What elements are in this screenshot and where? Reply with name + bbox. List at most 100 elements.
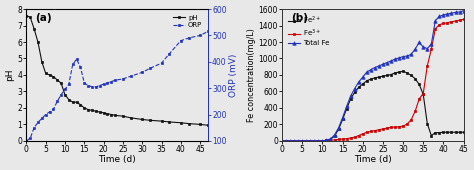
Fe$^{2+}$ — [384, 74, 390, 76]
Total Fe — [316, 140, 321, 142]
Total Fe — [283, 140, 289, 142]
ORP — [35, 121, 41, 123]
Fe$^{2+}$ — [292, 140, 297, 142]
Text: (a): (a) — [36, 13, 52, 23]
Fe$^{2+}$ — [461, 131, 466, 133]
Fe$^{3+}$ — [461, 18, 466, 20]
Fe$^{3+}$ — [279, 140, 285, 142]
pH — [178, 122, 184, 124]
Fe$^{3+}$ — [287, 140, 293, 142]
ORP — [55, 100, 60, 102]
Total Fe — [392, 58, 398, 60]
ORP — [97, 84, 102, 87]
pH — [31, 28, 37, 30]
Fe$^{2+}$ — [437, 132, 442, 134]
Fe$^{3+}$ — [360, 133, 365, 135]
ORP — [178, 40, 184, 42]
pH — [120, 115, 126, 117]
Fe$^{3+}$ — [400, 125, 406, 127]
Total Fe — [416, 41, 422, 44]
Fe$^{2+}$ — [380, 75, 386, 77]
ORP — [109, 81, 114, 83]
Total Fe — [456, 11, 462, 13]
Fe$^{3+}$ — [324, 139, 329, 141]
Total Fe — [372, 66, 378, 69]
ORP — [62, 88, 68, 90]
Fe$^{2+}$ — [448, 131, 454, 133]
Fe$^{3+}$ — [388, 126, 394, 128]
Fe$^{3+}$ — [456, 19, 462, 21]
Fe$^{3+}$ — [412, 110, 418, 112]
Total Fe — [428, 43, 434, 45]
ORP — [120, 78, 126, 80]
Y-axis label: pH: pH — [6, 69, 15, 81]
Total Fe — [437, 15, 442, 18]
Line: Fe$^{3+}$: Fe$^{3+}$ — [281, 18, 465, 142]
Fe$^{3+}$ — [352, 136, 357, 138]
Total Fe — [461, 10, 466, 12]
Fe$^{3+}$ — [384, 127, 390, 129]
ORP — [43, 114, 48, 116]
Line: pH: pH — [25, 14, 209, 127]
pH — [43, 72, 48, 74]
pH — [27, 16, 33, 18]
Fe$^{2+}$ — [311, 140, 317, 142]
Fe$^{2+}$ — [428, 134, 434, 137]
Fe$^{3+}$ — [420, 92, 426, 95]
Fe$^{2+}$ — [328, 139, 333, 141]
pH — [85, 109, 91, 111]
Total Fe — [348, 95, 354, 97]
ORP — [24, 140, 29, 142]
ORP — [27, 137, 33, 139]
Fe$^{2+}$ — [308, 140, 313, 142]
Fe$^{2+}$ — [344, 108, 349, 110]
Fe$^{2+}$ — [416, 83, 422, 86]
Fe$^{2+}$ — [376, 76, 382, 78]
Fe$^{3+}$ — [364, 131, 370, 133]
pH — [128, 117, 134, 119]
Fe$^{2+}$ — [295, 140, 301, 142]
pH — [105, 113, 110, 115]
Total Fe — [340, 117, 346, 119]
Total Fe — [412, 48, 418, 50]
Total Fe — [279, 140, 285, 142]
pH — [62, 94, 68, 96]
pH — [74, 101, 80, 103]
Line: Fe$^{2+}$: Fe$^{2+}$ — [281, 70, 465, 142]
Total Fe — [300, 140, 305, 142]
ORP — [139, 71, 145, 73]
Fe$^{3+}$ — [283, 140, 289, 142]
Total Fe — [295, 140, 301, 142]
Fe$^{2+}$ — [420, 93, 426, 95]
Fe$^{2+}$ — [404, 72, 410, 74]
Fe$^{2+}$ — [408, 74, 414, 76]
Fe$^{3+}$ — [428, 48, 434, 50]
pH — [186, 123, 191, 125]
pH — [82, 107, 87, 109]
Total Fe — [324, 139, 329, 141]
pH — [112, 114, 118, 116]
pH — [205, 124, 211, 126]
Legend: pH, ORP: pH, ORP — [171, 13, 204, 30]
pH — [51, 76, 56, 78]
Total Fe — [448, 12, 454, 14]
Fe$^{3+}$ — [308, 140, 313, 142]
Total Fe — [328, 138, 333, 140]
Fe$^{3+}$ — [344, 138, 349, 140]
Total Fe — [308, 140, 313, 142]
pH — [35, 41, 41, 43]
Fe$^{2+}$ — [324, 139, 329, 141]
ORP — [58, 94, 64, 96]
ORP — [101, 83, 107, 85]
ORP — [147, 67, 153, 69]
ORP — [82, 82, 87, 84]
pH — [97, 111, 102, 113]
Fe$^{3+}$ — [336, 138, 341, 140]
Fe$^{2+}$ — [356, 86, 362, 88]
Fe$^{3+}$ — [372, 130, 378, 132]
Fe$^{2+}$ — [287, 140, 293, 142]
pH — [58, 82, 64, 84]
Total Fe — [388, 60, 394, 62]
Fe$^{3+}$ — [437, 24, 442, 26]
Fe$^{2+}$ — [456, 131, 462, 133]
